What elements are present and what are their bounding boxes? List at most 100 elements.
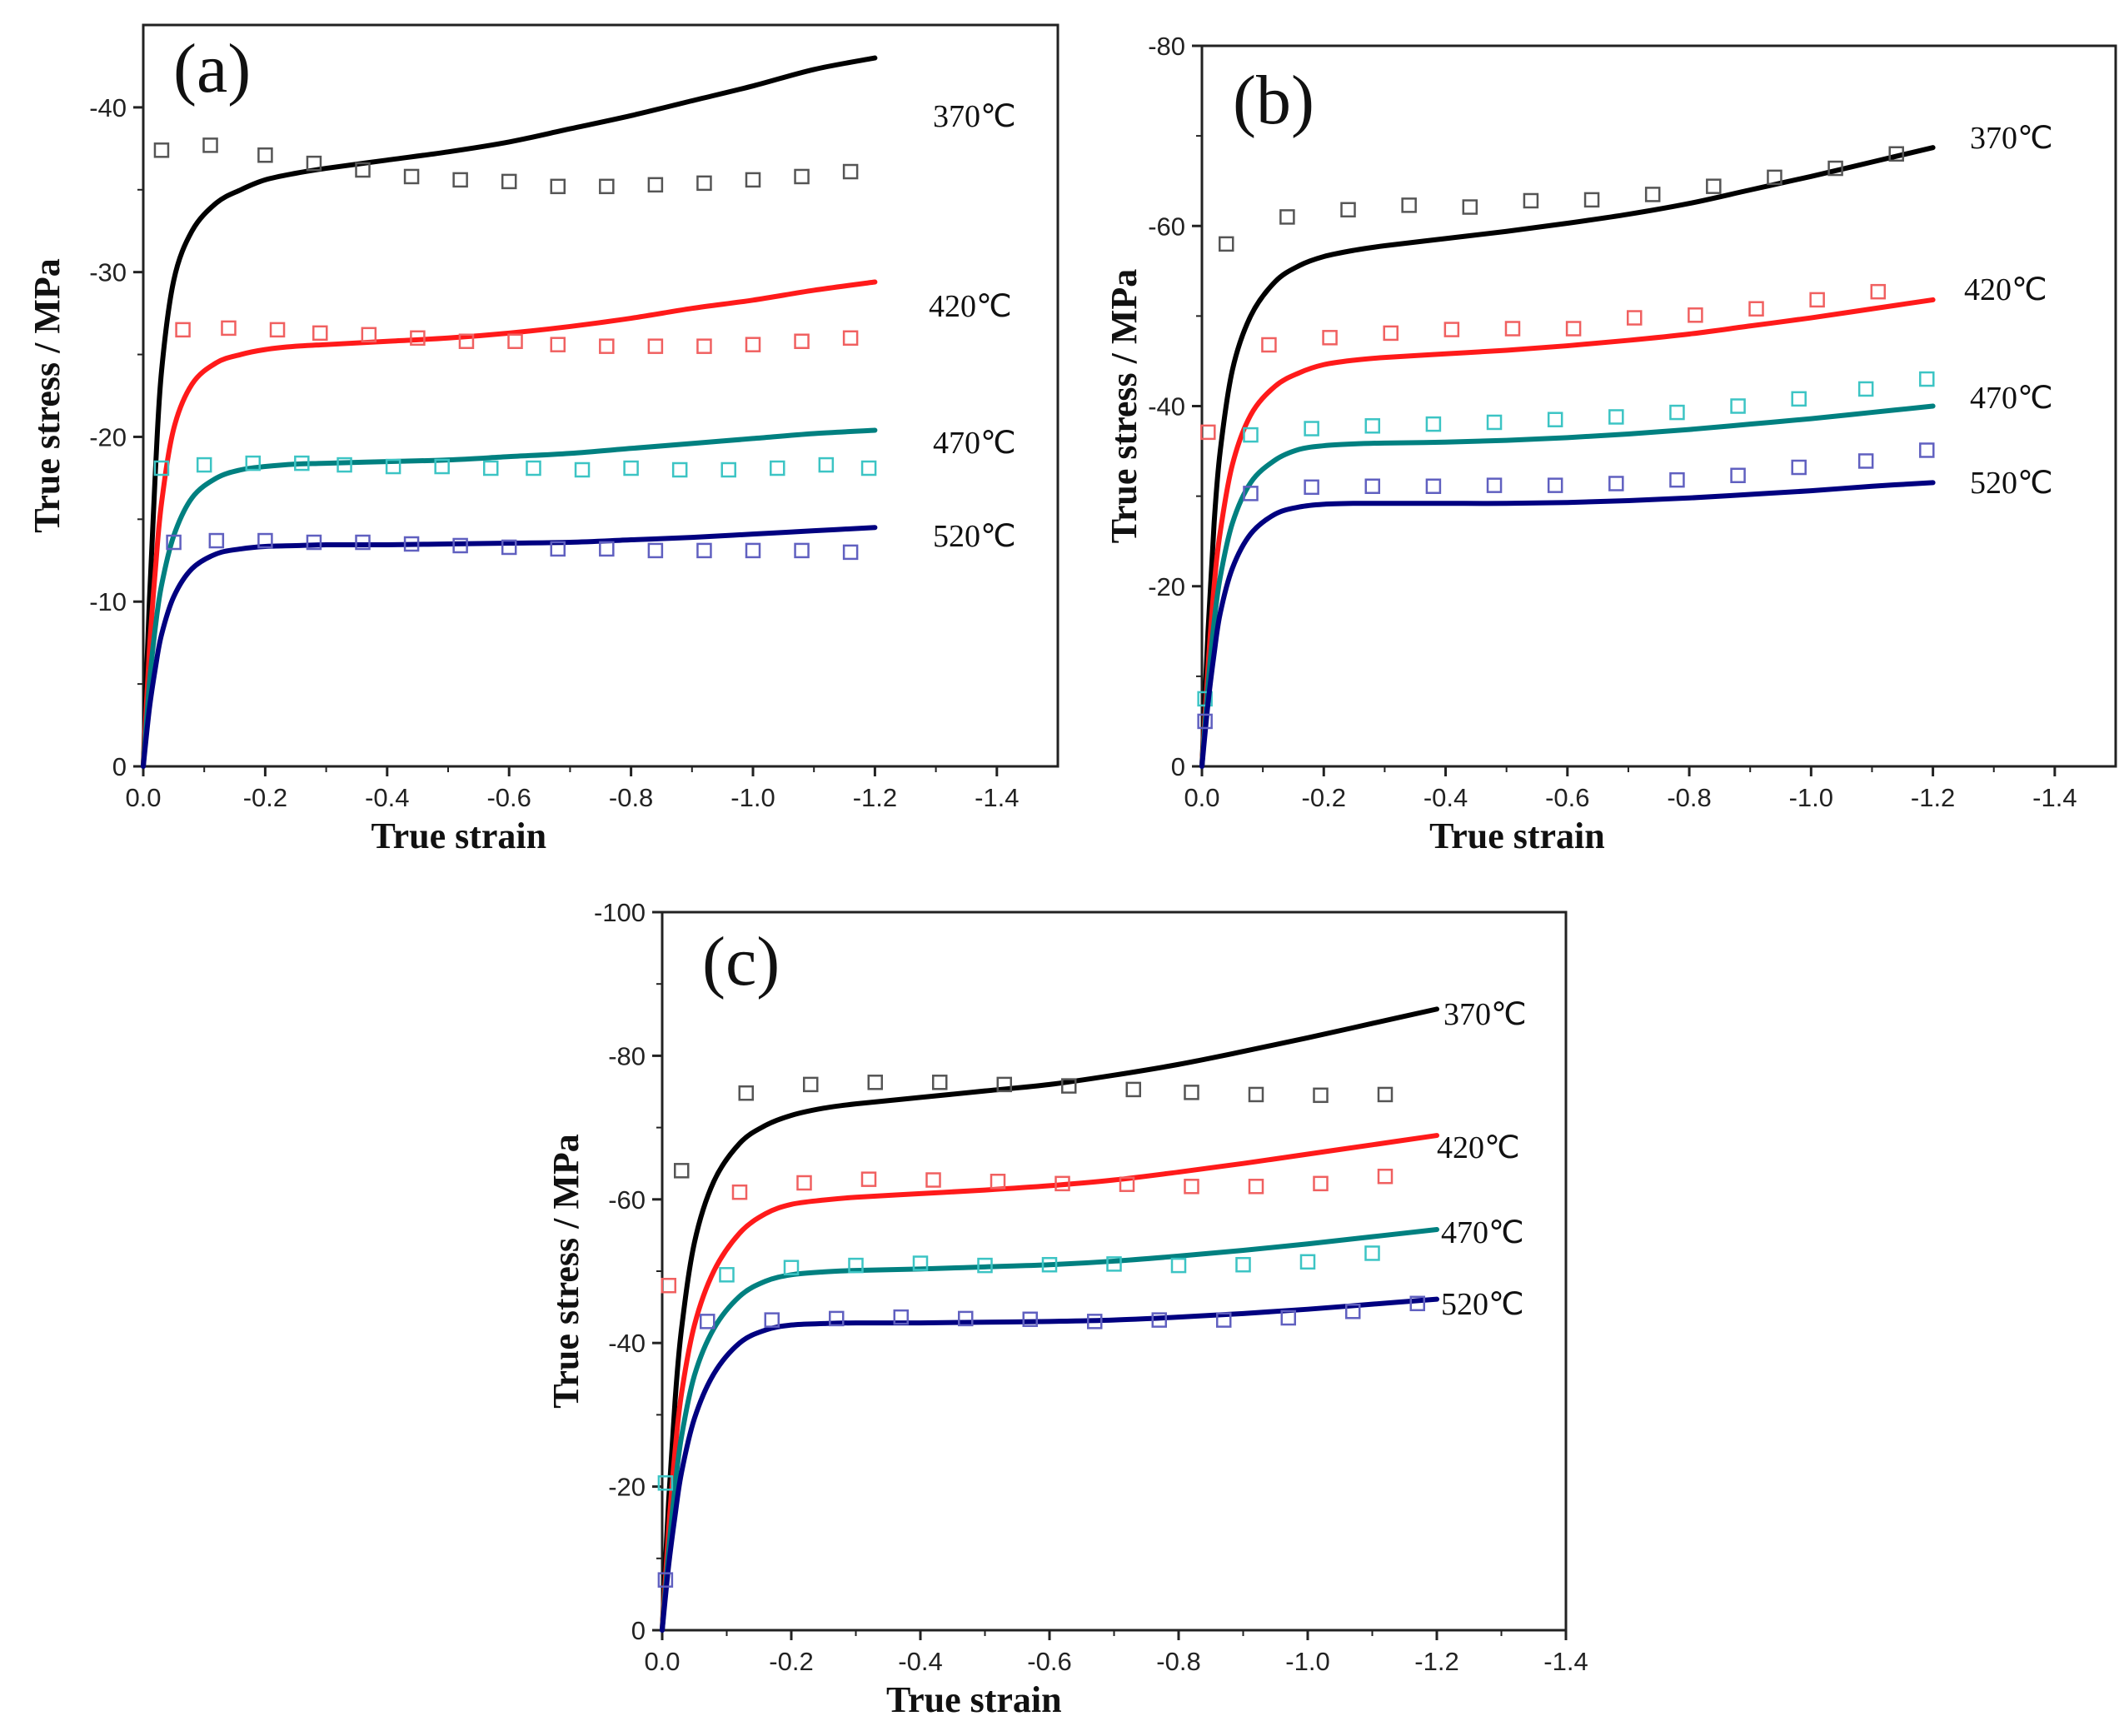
panel-a-marker-470 — [770, 460, 785, 476]
panel-a-label-520: 520℃ — [933, 519, 1016, 554]
panel-c-x-tick-label: -0.6 — [1027, 1647, 1071, 1676]
panel-b-marker-370 — [1462, 199, 1478, 215]
panel-b-marker-470 — [1791, 391, 1807, 407]
panel-c-marker-520 — [893, 1309, 909, 1325]
panel-a-marker-420 — [410, 330, 426, 347]
panel-a-marker-420 — [745, 337, 761, 352]
panel-a-marker-420 — [794, 333, 810, 349]
panel-b-marker-470 — [1304, 421, 1319, 436]
panel-a-marker-520 — [208, 532, 225, 549]
panel-b-marker-370 — [1401, 197, 1417, 213]
panel-b-marker-370 — [1888, 146, 1904, 162]
panel-c-marker-420 — [661, 1277, 676, 1294]
panel-c-marker-370 — [1377, 1086, 1394, 1103]
panel-b-letter: (b) — [1233, 62, 1314, 139]
panel-a-marker-370 — [599, 178, 615, 195]
panel-c-y-tick-label: 0 — [631, 1616, 646, 1645]
panel-c-line-520 — [660, 1296, 1439, 1633]
panel-a-marker-470 — [860, 460, 877, 476]
panel-b-marker-370 — [1827, 160, 1843, 177]
panel-b-y-axis-title: True stress / MPa — [1104, 269, 1144, 544]
panel-c-ticks: 0.0 -0.2 -0.4 -0.6 -0.8 -1.0 -1.2 -1.4 0 -20 -40 -6… — [594, 898, 1588, 1676]
panel-c-marker-370 — [803, 1076, 819, 1093]
panel-c-marker-420 — [1248, 1179, 1264, 1195]
panel-b-y-tick-label: -40 — [1148, 392, 1185, 422]
panel-b-marker-420 — [1688, 307, 1703, 323]
panel-c-label-370: 370℃ — [1443, 997, 1527, 1032]
panel-c-marker-520 — [1409, 1295, 1425, 1312]
panel-c-marker-470 — [657, 1475, 674, 1491]
panel-b-marker-420 — [1565, 321, 1582, 337]
panel-b-marker-520 — [1425, 478, 1442, 494]
panel-b-marker-520 — [1791, 459, 1807, 476]
panel-c-marker-520 — [1345, 1304, 1361, 1319]
panel-a-x-tick-label: -1.2 — [853, 783, 897, 812]
panel-b-marker-420 — [1748, 301, 1764, 317]
panel-c-marker-370 — [1313, 1087, 1329, 1104]
panel-c-marker-470 — [719, 1267, 735, 1283]
panel-a-marker-470 — [337, 456, 352, 473]
panel-a-y-tick-label: -30 — [89, 258, 127, 287]
panel-c-label-420: 420℃ — [1437, 1130, 1520, 1165]
panel-a-marker-420 — [269, 322, 286, 338]
panel-b-line-470 — [1199, 403, 1936, 769]
panel-c-marker-420 — [796, 1175, 812, 1191]
panel-c-y-axis-title: True stress / MPa — [546, 1134, 586, 1409]
panel-a-marker-470 — [482, 460, 499, 476]
panel-b-x-tick-label: -0.4 — [1423, 783, 1468, 812]
panel-b-marker-520 — [1197, 713, 1213, 730]
panel-b-y-tick-label: -20 — [1148, 572, 1185, 601]
panel-a-x-tick-label: -0.6 — [486, 783, 531, 812]
panel-c-y-tick-label: -20 — [608, 1473, 646, 1502]
panel-a-marker-470 — [818, 456, 835, 473]
panel-a-marker-520 — [257, 532, 273, 549]
panel-a-marker-420 — [221, 320, 237, 337]
panel-b-x-tick-label: -0.6 — [1545, 783, 1589, 812]
panel-a-marker-470 — [623, 460, 639, 476]
panel-a-marker-370 — [153, 142, 170, 158]
panel-c-marker-470 — [1235, 1256, 1251, 1273]
panel-a-marker-520 — [306, 534, 322, 551]
panel-c-y-tick-label: -40 — [608, 1329, 646, 1358]
panel-a-marker-420 — [647, 338, 664, 354]
panel-a-marker-370 — [647, 177, 664, 193]
panel-a-line-420 — [141, 279, 878, 769]
panel-a-marker-470 — [196, 456, 212, 473]
panel-a-y-tick-label: -10 — [89, 587, 127, 616]
panel-a-marker-470 — [434, 458, 450, 475]
panel-a-label-370: 370℃ — [933, 99, 1016, 134]
panel-a-marker-420 — [458, 333, 475, 349]
panel-a-marker-470 — [526, 460, 541, 476]
panel-b-marker-520 — [1857, 453, 1874, 469]
panel-a-y-tick-label: -20 — [89, 422, 127, 451]
panel-b-line-370 — [1199, 145, 1936, 769]
panel-b-marker-520 — [1608, 476, 1624, 491]
panel-a-marker-470 — [574, 461, 591, 478]
panel-c-x-tick-label: -0.8 — [1156, 1647, 1200, 1676]
panel-b-marker-520 — [1919, 442, 1935, 458]
panel-a-line-470 — [141, 427, 878, 769]
panel-b-marker-520 — [1547, 477, 1563, 493]
panel-a-marker-470 — [720, 461, 736, 478]
panel-c-marker-370 — [738, 1085, 754, 1101]
panel-b-marker-420 — [1443, 322, 1460, 337]
panel-c-marker-370 — [1125, 1081, 1141, 1098]
panel-c-marker-420 — [990, 1174, 1006, 1190]
panel-b-marker-370 — [1279, 209, 1295, 225]
panel-c-marker-420 — [925, 1172, 941, 1188]
panel-c-x-tick-label: -1.0 — [1285, 1647, 1329, 1676]
panel-a-marker-520 — [501, 539, 517, 556]
panel-b-line-420 — [1199, 297, 1936, 769]
panel-a-marker-370 — [306, 155, 322, 172]
panel-c-marker-370 — [1061, 1078, 1077, 1094]
panel-b-marker-470 — [1197, 691, 1213, 707]
panel-c-x-tick-label: -1.2 — [1414, 1647, 1458, 1676]
panel-b-label-420: 420℃ — [1964, 272, 2047, 307]
panel-a-marker-370 — [501, 173, 517, 190]
panel-a-marker-370 — [842, 163, 859, 180]
panel-a-marker-520 — [696, 542, 712, 559]
panel-c: 0.0 -0.2 -0.4 -0.6 -0.8 -1.0 -1.2 -1.4 0 -20 -40 -6… — [546, 898, 1588, 1720]
panel-c-marker-370 — [674, 1163, 690, 1179]
panel-c-y-tick-label: -60 — [608, 1185, 646, 1215]
